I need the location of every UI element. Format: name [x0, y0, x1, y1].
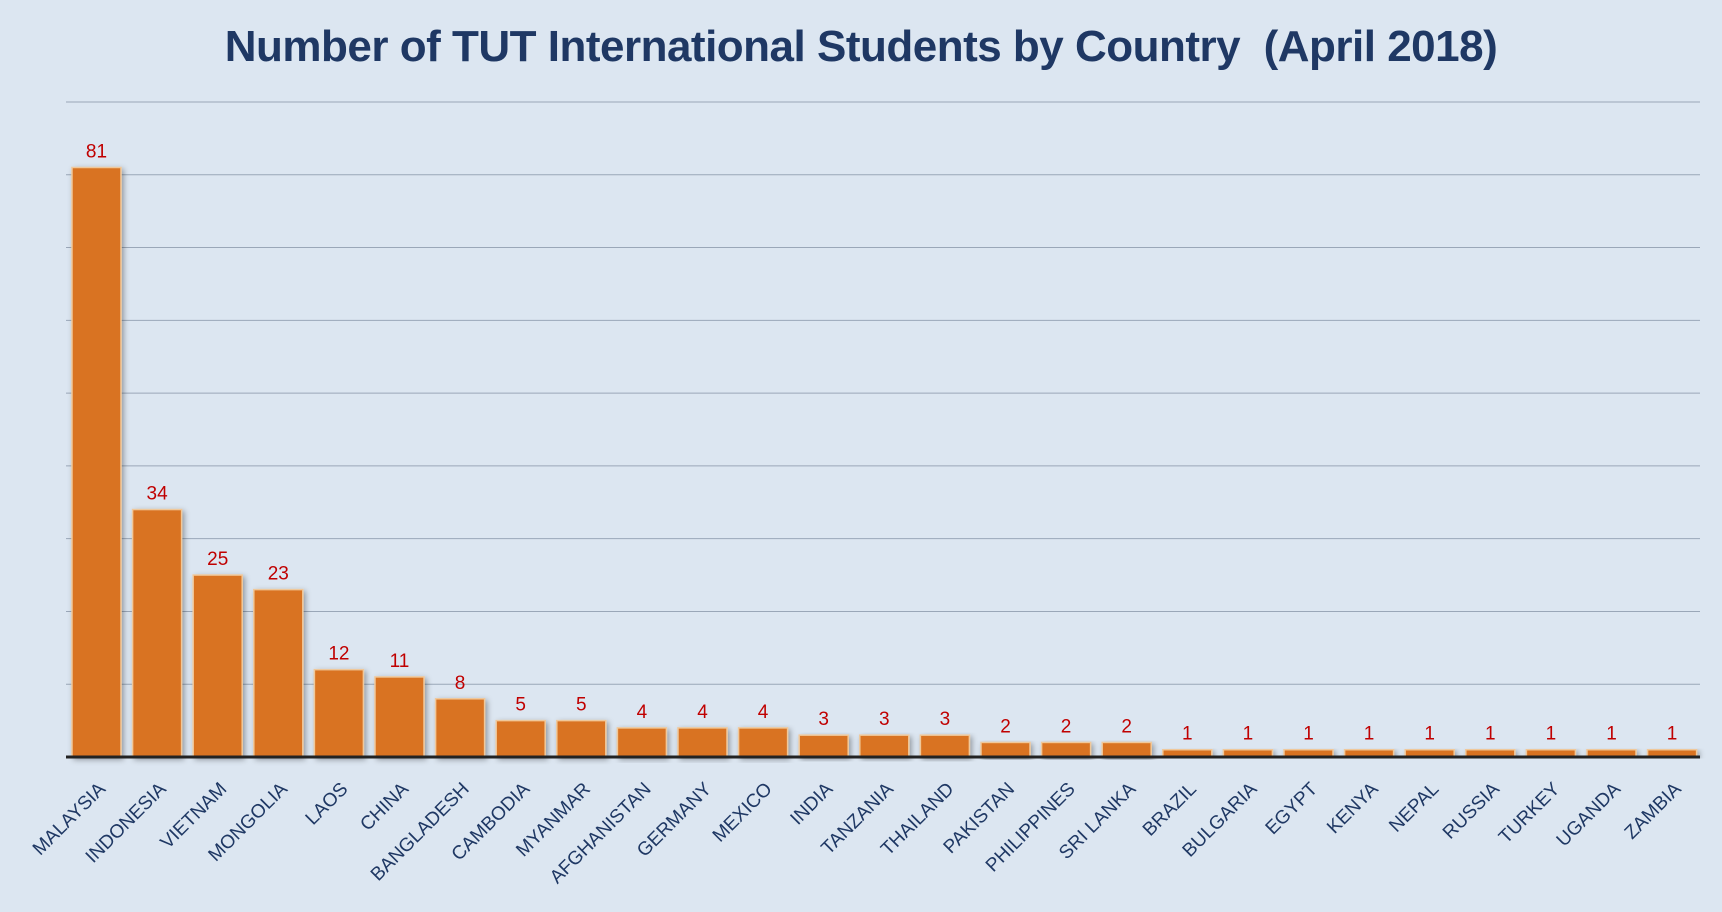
- data-label: 34: [147, 484, 169, 505]
- data-label: 5: [515, 695, 526, 716]
- gridlines: [66, 101, 1700, 685]
- data-label: 25: [207, 549, 228, 570]
- bar: [131, 508, 183, 758]
- chart-title: Number of TUT International Students by …: [224, 22, 1498, 71]
- bar: [374, 676, 425, 758]
- data-label: 8: [455, 673, 466, 694]
- data-label: 12: [328, 644, 349, 665]
- bar: [71, 166, 122, 758]
- x-tick-label: MEXICO: [709, 779, 777, 847]
- x-tick-label: INDIA: [787, 778, 838, 829]
- bar: [859, 734, 910, 758]
- bar: [919, 734, 971, 758]
- data-label: 4: [637, 702, 648, 723]
- data-label: 23: [268, 564, 289, 585]
- data-label: 1: [1303, 724, 1314, 745]
- bar: [192, 574, 243, 758]
- bar: [313, 668, 365, 758]
- bar: [798, 734, 849, 758]
- x-tick-label: LAOS: [302, 779, 353, 830]
- bar: [980, 741, 1031, 758]
- x-tick-label: NEPAL: [1385, 779, 1443, 837]
- bar: [1040, 741, 1092, 758]
- x-tick-label: ZAMBIA: [1621, 778, 1686, 843]
- data-label: 3: [818, 709, 829, 730]
- bar: [253, 588, 304, 758]
- data-label: 81: [86, 142, 107, 163]
- bar: [616, 727, 668, 758]
- data-label: 1: [1243, 724, 1254, 745]
- bar: [434, 698, 486, 758]
- bars: [71, 166, 1698, 758]
- bar: [737, 727, 789, 758]
- data-label: 2: [1121, 716, 1132, 737]
- data-label: 1: [1546, 724, 1557, 745]
- x-tick-label: EGYPT: [1262, 778, 1323, 839]
- bar: [1101, 741, 1152, 758]
- data-label: 1: [1424, 724, 1435, 745]
- data-label: 11: [390, 651, 410, 672]
- x-tick-label: KENYA: [1323, 778, 1383, 838]
- data-label: 3: [940, 709, 951, 730]
- data-label: 2: [1000, 716, 1011, 737]
- data-label: 4: [697, 702, 708, 723]
- bar: [677, 727, 728, 758]
- data-label: 1: [1364, 724, 1375, 745]
- data-label: 1: [1182, 724, 1193, 745]
- data-label: 1: [1606, 724, 1617, 745]
- bar: [556, 719, 607, 758]
- data-label: 3: [879, 709, 890, 730]
- x-tick-label: BRAZIL: [1139, 779, 1201, 841]
- data-label: 5: [576, 695, 587, 716]
- bar: [495, 719, 546, 758]
- x-tick-label: UGANDA: [1553, 778, 1626, 851]
- data-label: 4: [758, 702, 769, 723]
- data-label: 1: [1667, 724, 1678, 745]
- data-label: 1: [1485, 724, 1496, 745]
- data-label: 2: [1061, 716, 1072, 737]
- x-tick-label: CHINA: [356, 778, 413, 835]
